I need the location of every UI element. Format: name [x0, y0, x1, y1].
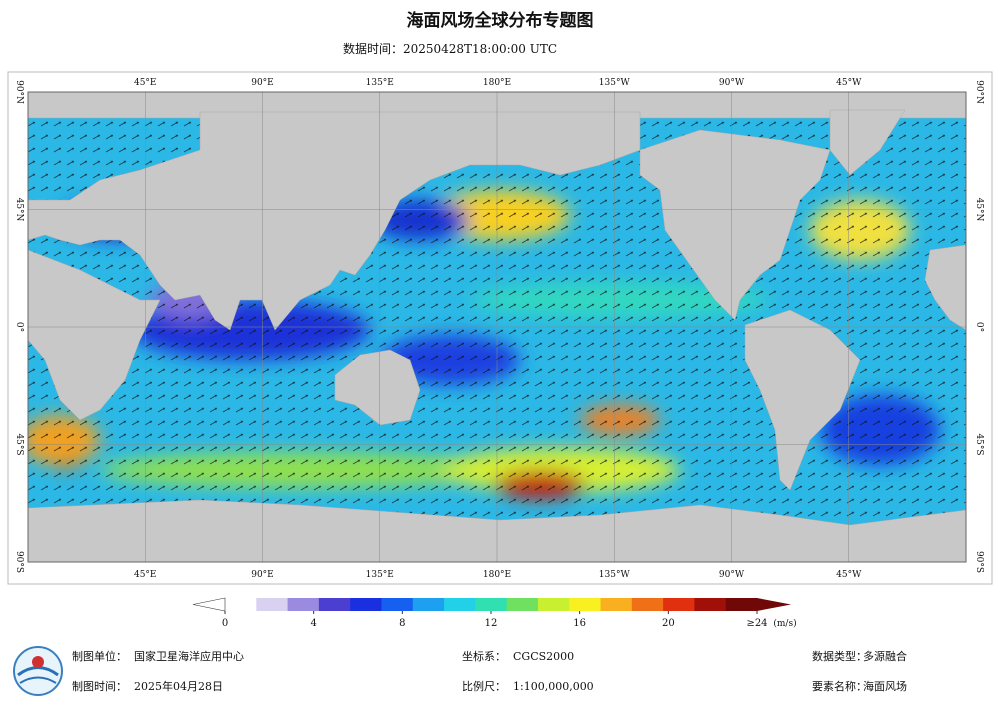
- lon-label-top: 90°W: [719, 78, 745, 88]
- over-arrow: [757, 598, 791, 611]
- footer-label: 比例尺：: [462, 679, 506, 693]
- footer-label: 制图时间：: [72, 680, 127, 693]
- lon-label-top: 180°E: [483, 78, 511, 88]
- lon-label-bottom: 180°E: [483, 570, 511, 580]
- legend-unit: (m/s): [773, 618, 796, 629]
- lat-label-right: 90°N: [974, 80, 984, 104]
- color-cell: [350, 598, 382, 611]
- map-body: [28, 92, 966, 562]
- color-cell: [506, 598, 539, 611]
- footer-label: 坐标系：: [462, 649, 506, 663]
- footer-label: 制图单位：: [72, 649, 127, 663]
- footer-label: 要素名称：: [812, 679, 867, 693]
- lon-label-top: 135°W: [599, 78, 631, 88]
- color-cell: [475, 598, 508, 611]
- lon-label-top: 135°E: [366, 78, 394, 88]
- lon-label-top: 45°W: [836, 78, 862, 88]
- color-cell: [569, 598, 602, 611]
- legend-tick-label: ≥24: [746, 618, 767, 629]
- lat-label-right: 45°N: [974, 198, 984, 222]
- legend-tick-label: 8: [399, 618, 405, 629]
- lat-label-right: 90°S: [974, 551, 984, 573]
- color-cell: [537, 598, 570, 611]
- color-cell: [256, 598, 289, 611]
- color-cell: [412, 598, 445, 611]
- lat-label-left: 0°: [14, 322, 24, 332]
- color-cell: [444, 598, 476, 611]
- legend-tick-label: 20: [662, 618, 675, 629]
- lon-label-bottom: 90°E: [251, 570, 274, 580]
- lat-label-left: 90°S: [14, 551, 24, 573]
- color-cell: [663, 598, 695, 611]
- color-cell: [287, 598, 320, 611]
- legend-tick-label: 12: [485, 618, 498, 629]
- lon-label-top: 45°E: [134, 78, 157, 88]
- color-cell: [225, 598, 257, 611]
- map-labels: 45°E 45°E 90°E 90°E 135°E 135°E 180°E 180°E 135°…: [14, 78, 984, 580]
- footer-value: 多源融合: [863, 649, 907, 663]
- legend-tick-label: 4: [310, 618, 316, 629]
- frame: [7, 71, 993, 585]
- color-cell: [631, 598, 664, 611]
- title: 海面风场全球分布专题图: [407, 10, 594, 31]
- lon-label-bottom: 135°E: [366, 570, 394, 580]
- map-border: [27, 91, 967, 563]
- footer-value: 2025年04月28日: [134, 679, 223, 693]
- footer-label: 数据类型：: [812, 649, 867, 663]
- lon-label-bottom: 90°W: [719, 570, 745, 580]
- lat-label-left: 45°N: [14, 198, 24, 222]
- footer-value: 海面风场: [863, 679, 907, 693]
- color-cell: [694, 598, 727, 611]
- lat-label-right: 0°: [974, 322, 984, 332]
- color-cell: [318, 598, 351, 611]
- footer-value: CGCS2000: [513, 650, 574, 663]
- under-arrow: [192, 597, 226, 612]
- graticule: [28, 92, 966, 562]
- lat-label-left: 45°S: [14, 433, 24, 455]
- lon-label-top: 90°E: [251, 78, 274, 88]
- lon-label-bottom: 135°W: [599, 570, 631, 580]
- lat-label-left: 90°N: [14, 80, 24, 104]
- color-cell: [725, 598, 758, 611]
- lon-label-bottom: 45°W: [836, 570, 862, 580]
- logo: [13, 646, 63, 696]
- legend-tick-label: 16: [573, 618, 586, 629]
- lat-label-right: 45°S: [974, 433, 984, 455]
- subtitle: 数据时间：20250428T18:00:00 UTC: [343, 41, 557, 56]
- footer-value: 国家卫星海洋应用中心: [134, 649, 244, 663]
- footer-value: 1:100,000,000: [513, 680, 594, 693]
- color-legend: 0 4 8 12 16 ≥24 20 (m/s): [192, 597, 797, 629]
- lon-label-bottom: 45°E: [134, 570, 157, 580]
- legend-tick-label: 0: [222, 618, 228, 629]
- color-cell: [600, 598, 633, 611]
- color-cell: [381, 598, 414, 611]
